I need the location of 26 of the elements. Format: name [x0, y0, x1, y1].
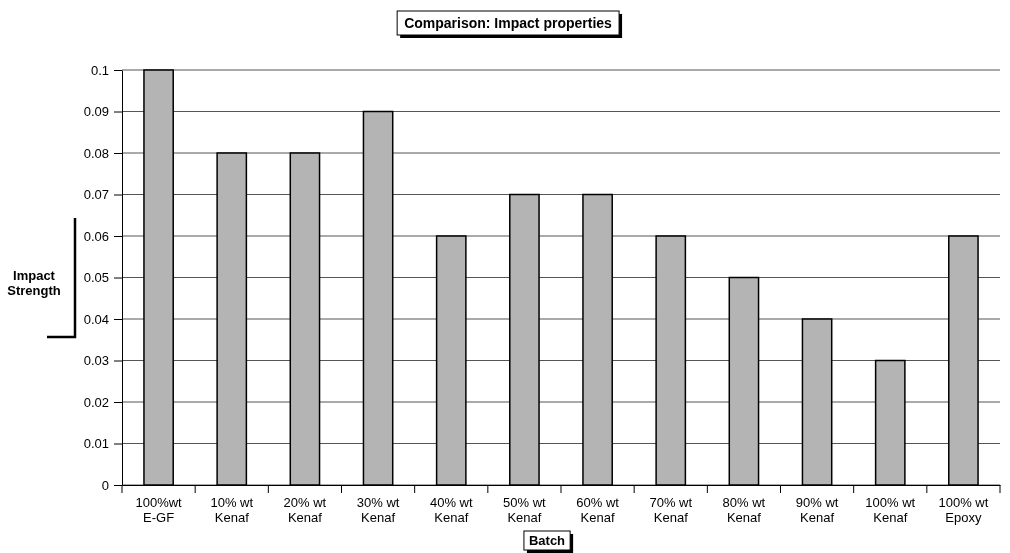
x-tick-label: 60% wt Kenaf — [576, 495, 620, 525]
x-tick-label: 100% wt Kenaf — [865, 495, 916, 525]
y-tick-label: 0 — [101, 477, 109, 493]
x-tick-label: 90% wt Kenaf — [795, 495, 839, 525]
x-tick-label: 10% wt Kenaf — [210, 495, 254, 525]
y-tick-label: 0.04 — [83, 311, 109, 327]
y-tick-label: 0.1 — [90, 62, 109, 78]
chart-title: Comparison: Impact properties — [404, 15, 613, 31]
y-tick-label: 0.05 — [83, 270, 109, 286]
x-tick-label: 100%wt E-GF — [135, 495, 183, 525]
y-tick-label: 0.02 — [83, 394, 109, 410]
x-tick-label: 20% wt Kenaf — [283, 495, 327, 525]
y-tick-label: 0.06 — [83, 228, 109, 244]
x-tick-label: 50% wt Kenaf — [503, 495, 547, 525]
x-axis-title: Batch — [528, 533, 566, 548]
y-tick-label: 0.01 — [83, 436, 109, 452]
y-tick-label: 0.03 — [83, 353, 109, 369]
y-tick-label: 0.08 — [83, 145, 109, 161]
y-tick-label: 0.09 — [83, 104, 109, 120]
x-tick-label: 70% wt Kenaf — [649, 495, 693, 525]
x-tick-label: 100% wt Epoxy — [938, 495, 989, 525]
y-tick-label: 0.07 — [83, 187, 109, 203]
x-tick-label: 40% wt Kenaf — [429, 495, 473, 525]
x-tick-label: 30% wt Kenaf — [356, 495, 400, 525]
y-axis-title: Impact Strength — [7, 268, 61, 298]
x-tick-label: 80% wt Kenaf — [722, 495, 766, 525]
